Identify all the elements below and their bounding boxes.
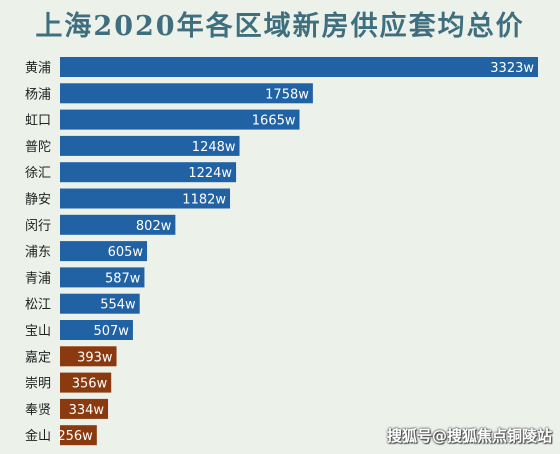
value-label: 1248w <box>192 140 236 155</box>
value-label: 393w <box>77 350 113 365</box>
category-label: 金山 <box>25 428 51 444</box>
bar <box>60 398 109 419</box>
value-label: 605w <box>108 245 144 260</box>
bar <box>60 320 133 340</box>
bar <box>60 346 117 367</box>
bar <box>60 162 237 183</box>
bar <box>60 267 145 288</box>
value-label: 3323w <box>490 61 534 76</box>
category-label: 青浦 <box>25 271 51 286</box>
value-label: 587w <box>105 271 141 286</box>
bar <box>60 293 140 314</box>
category-label: 浦东 <box>25 245 51 260</box>
category-label: 奉贤 <box>25 403 51 418</box>
bar <box>60 214 176 235</box>
category-label: 宝山 <box>25 324 51 339</box>
value-label: 802w <box>136 219 172 234</box>
category-label: 虹口 <box>25 114 51 129</box>
value-label: 334w <box>69 403 105 418</box>
category-label: 普陀 <box>25 139 51 155</box>
bar <box>60 425 97 446</box>
category-label: 松江 <box>25 298 51 313</box>
value-label: 1665w <box>252 114 296 129</box>
bar <box>60 135 240 156</box>
category-label: 静安 <box>25 193 51 208</box>
bar <box>60 109 300 130</box>
bar <box>60 188 231 209</box>
value-label: 256w <box>57 429 93 444</box>
watermark: 搜狐号@搜狐焦点铜陵站 <box>386 427 552 445</box>
value-label: 1182w <box>182 193 226 208</box>
bar <box>60 372 112 393</box>
value-label: 1224w <box>188 166 232 181</box>
bar <box>60 241 148 262</box>
category-label: 徐汇 <box>25 166 51 181</box>
category-label: 黄浦 <box>25 61 51 76</box>
value-label: 1758w <box>265 87 309 102</box>
value-label: 554w <box>100 298 136 313</box>
value-label: 507w <box>93 324 129 339</box>
category-label: 崇明 <box>25 377 51 392</box>
bar <box>60 57 538 77</box>
value-label: 356w <box>72 377 108 392</box>
category-label: 杨浦 <box>25 87 51 102</box>
category-label: 嘉定 <box>25 350 51 365</box>
category-label: 闵行 <box>25 219 51 234</box>
bar <box>60 83 313 104</box>
chart-title: 上海2020年各区域新房供应套均总价 <box>35 11 525 42</box>
